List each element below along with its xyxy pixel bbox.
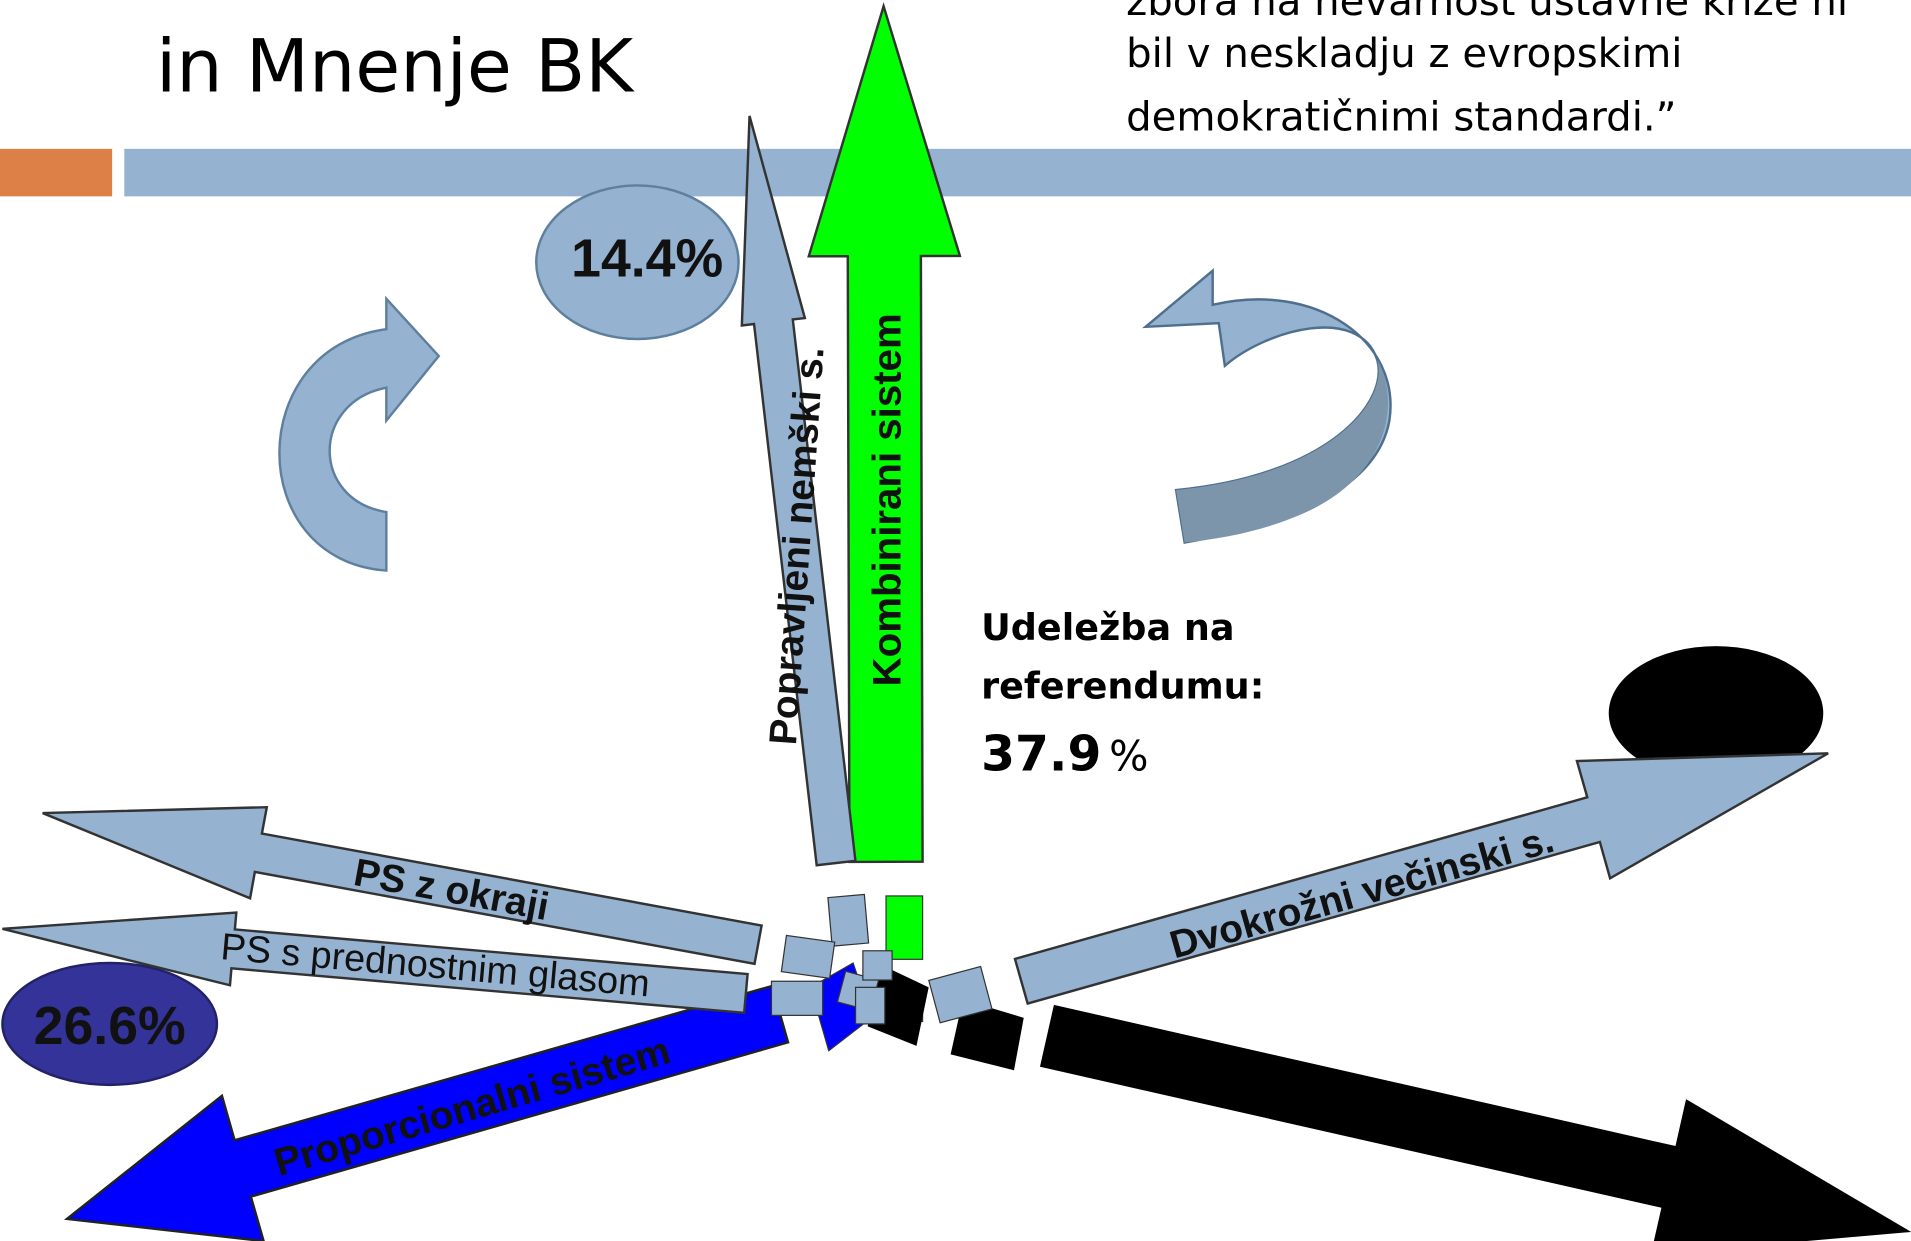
fragment — [856, 987, 885, 1024]
arrow-label: PS s prednostnim glasom — [219, 926, 651, 1005]
header-bar — [124, 149, 1911, 197]
turnout-label: referendumu: — [981, 665, 1264, 708]
page: in Mnenje BK zbora na nevarnost ustavne … — [0, 0, 1911, 1241]
turnout-label: Udeležba na — [981, 606, 1234, 649]
ribbon-shade — [1176, 360, 1388, 543]
fragment — [863, 951, 892, 980]
fragment — [828, 894, 869, 946]
arrow-label: Proporcionalni sistem — [270, 1029, 675, 1185]
fragment — [886, 896, 923, 959]
arrow — [1041, 1006, 1907, 1241]
curved-arrow — [279, 299, 438, 571]
quote-line: zbora na nevarnost ustavne krize ni — [1126, 0, 1848, 25]
quote-line: bil v neskladju z evropskimi — [1126, 31, 1682, 77]
arrow-label: PS z okraji — [350, 851, 552, 929]
turnout-value: 37.9 — [981, 726, 1101, 782]
accent-bar — [0, 149, 112, 197]
bubble-label: 14.4% — [571, 228, 723, 288]
bubble-label: 26.6% — [34, 996, 186, 1056]
fragment — [781, 935, 834, 978]
arrow-label: Kombinirani sistem — [864, 313, 909, 686]
arrow-label: Dvokrožni večinski s. — [1165, 818, 1558, 967]
title: in Mnenje BK — [156, 25, 635, 110]
turnout-unit: % — [1109, 732, 1148, 780]
quote-line: demokratičnimi standardi.” — [1126, 95, 1676, 141]
slide: in Mnenje BK zbora na nevarnost ustavne … — [0, 0, 1911, 1241]
fragment — [771, 981, 822, 1015]
